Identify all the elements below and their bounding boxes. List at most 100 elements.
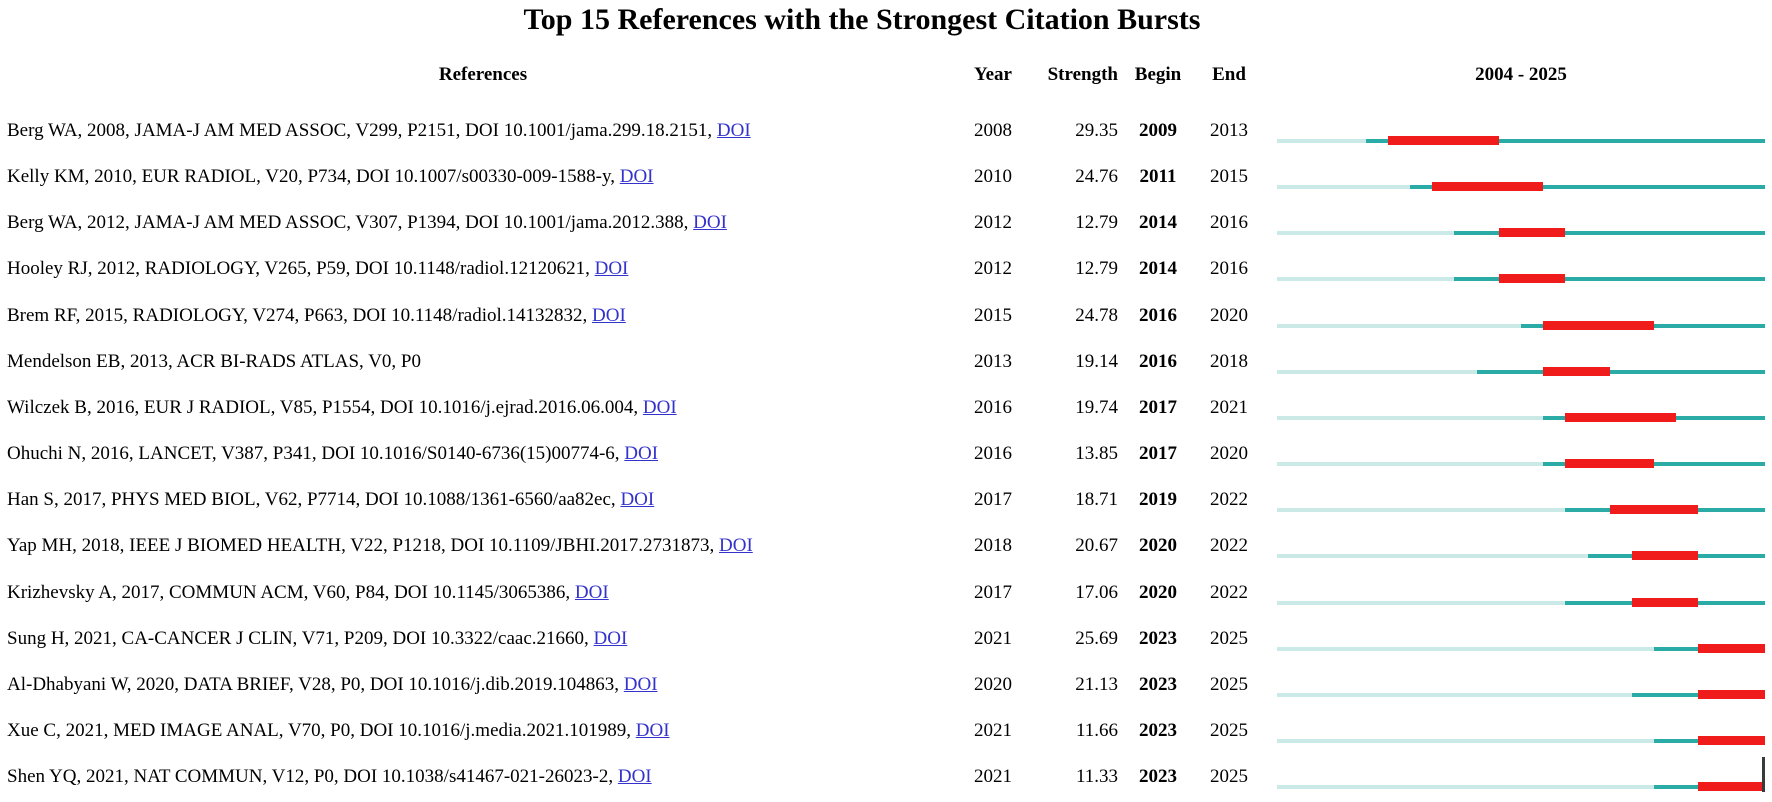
- strength-value: 25.69: [1075, 627, 1118, 649]
- begin-value: 2016: [1139, 350, 1177, 372]
- year-value: 2021: [974, 766, 1012, 788]
- burst-timeline: [1277, 756, 1765, 802]
- doi-link[interactable]: DOI: [716, 120, 751, 141]
- year-value: 2021: [974, 627, 1012, 649]
- timeline-burst-segment: [1543, 320, 1655, 330]
- doi-link[interactable]: DOI: [592, 304, 626, 326]
- reference-text: Berg WA, 2008, JAMA-J AM MED ASSOC, V299…: [7, 120, 751, 141]
- begin-value: 2023: [1139, 627, 1177, 649]
- end-value: 2022: [1210, 535, 1248, 557]
- strength-value: 19.14: [1075, 350, 1118, 372]
- timeline-inactive-segment: [1277, 646, 1655, 651]
- doi-link[interactable]: DOI: [623, 673, 658, 695]
- timeline-inactive-segment: [1277, 738, 1655, 743]
- doi-link[interactable]: DOI: [642, 396, 677, 418]
- year-value: 2013: [974, 350, 1012, 372]
- reference-text: Brem RF, 2015, RADIOLOGY, V274, P663, DO…: [7, 304, 626, 326]
- year-value: 2018: [974, 535, 1012, 557]
- end-value: 2025: [1210, 719, 1248, 741]
- reference-text: Sung H, 2021, CA-CANCER J CLIN, V71, P20…: [7, 627, 628, 649]
- reference-text: Han S, 2017, PHYS MED BIOL, V62, P7714, …: [7, 489, 655, 511]
- timeline-burst-segment: [1565, 459, 1655, 469]
- table-row: Han S, 2017, PHYS MED BIOL, V62, P7714, …: [0, 479, 1772, 525]
- burst-timeline: [1277, 248, 1765, 294]
- col-header-begin: Begin: [1134, 64, 1182, 85]
- col-header-strength: Strength: [1047, 64, 1118, 85]
- timeline-burst-segment: [1698, 735, 1765, 745]
- timeline-active-segment: [1454, 231, 1765, 236]
- table-row: Kelly KM, 2010, EUR RADIOL, V20, P734, D…: [0, 156, 1772, 202]
- burst-timeline: [1277, 525, 1765, 571]
- begin-value: 2014: [1139, 212, 1177, 234]
- end-value: 2016: [1210, 258, 1248, 280]
- begin-value: 2009: [1139, 120, 1177, 141]
- burst-timeline: [1277, 110, 1765, 156]
- year-value: 2016: [974, 396, 1012, 418]
- timeline-inactive-segment: [1277, 139, 1366, 143]
- table-row: Berg WA, 2012, JAMA-J AM MED ASSOC, V307…: [0, 202, 1772, 248]
- timeline-burst-segment: [1432, 182, 1544, 192]
- end-value: 2025: [1210, 673, 1248, 695]
- begin-value: 2023: [1139, 673, 1177, 695]
- begin-value: 2017: [1139, 396, 1177, 418]
- table-row: Berg WA, 2008, JAMA-J AM MED ASSOC, V299…: [0, 110, 1772, 156]
- reference-text: Kelly KM, 2010, EUR RADIOL, V20, P734, D…: [7, 166, 654, 188]
- end-value: 2022: [1210, 581, 1248, 603]
- timeline-active-segment: [1631, 692, 1765, 697]
- timeline-burst-segment: [1698, 689, 1765, 699]
- table-row: Krizhevsky A, 2017, COMMUN ACM, V60, P84…: [0, 572, 1772, 618]
- burst-timeline: [1277, 572, 1765, 618]
- timeline-active-segment: [1410, 185, 1765, 190]
- doi-link[interactable]: DOI: [635, 719, 670, 741]
- table-row: Xue C, 2021, MED IMAGE ANAL, V70, P0, DO…: [0, 710, 1772, 756]
- col-header-references: References: [438, 64, 528, 85]
- end-value: 2013: [1210, 120, 1248, 141]
- doi-link[interactable]: DOI: [619, 166, 654, 188]
- timeline-burst-segment: [1387, 136, 1499, 145]
- doi-link[interactable]: DOI: [617, 766, 652, 788]
- table-row: Sung H, 2021, CA-CANCER J CLIN, V71, P20…: [0, 618, 1772, 664]
- burst-timeline: [1277, 295, 1765, 341]
- year-value: 2021: [974, 719, 1012, 741]
- strength-value: 21.13: [1075, 673, 1118, 695]
- year-value: 2008: [974, 120, 1012, 141]
- doi-link[interactable]: DOI: [624, 443, 659, 465]
- year-value: 2015: [974, 304, 1012, 326]
- year-value: 2012: [974, 212, 1012, 234]
- col-header-end: End: [1212, 64, 1246, 85]
- table-row: Yap MH, 2018, IEEE J BIOMED HEALTH, V22,…: [0, 525, 1772, 571]
- burst-timeline: [1277, 341, 1765, 387]
- reference-text: Wilczek B, 2016, EUR J RADIOL, V85, P155…: [7, 396, 677, 418]
- timeline-inactive-segment: [1277, 231, 1455, 236]
- strength-value: 20.67: [1075, 535, 1118, 557]
- doi-link[interactable]: DOI: [593, 627, 628, 649]
- year-value: 2016: [974, 443, 1012, 465]
- end-value: 2015: [1210, 166, 1248, 188]
- reference-text: Al-Dhabyani W, 2020, DATA BRIEF, V28, P0…: [7, 673, 658, 695]
- doi-link[interactable]: DOI: [574, 581, 609, 603]
- strength-value: 17.06: [1075, 581, 1118, 603]
- doi-link[interactable]: DOI: [693, 212, 727, 234]
- page-title: Top 15 References with the Strongest Cit…: [523, 3, 1201, 36]
- timeline-inactive-segment: [1277, 462, 1544, 467]
- year-value: 2012: [974, 258, 1012, 280]
- timeline-burst-segment: [1698, 643, 1765, 653]
- strength-value: 11.33: [1075, 766, 1118, 788]
- burst-timeline: [1277, 618, 1765, 664]
- begin-value: 2017: [1139, 443, 1177, 465]
- begin-value: 2014: [1139, 258, 1177, 280]
- doi-link[interactable]: DOI: [719, 535, 753, 557]
- strength-value: 24.76: [1075, 166, 1118, 188]
- doi-link[interactable]: DOI: [620, 489, 655, 511]
- col-header-year: Year: [974, 64, 1012, 85]
- reference-text: Berg WA, 2012, JAMA-J AM MED ASSOC, V307…: [7, 212, 727, 234]
- timeline-active-segment: [1365, 139, 1765, 143]
- strength-value: 13.85: [1075, 443, 1118, 465]
- timeline-inactive-segment: [1277, 554, 1588, 559]
- timeline-burst-segment: [1609, 505, 1699, 515]
- strength-value: 18.71: [1075, 489, 1118, 511]
- doi-link[interactable]: DOI: [594, 258, 629, 280]
- timeline-burst-segment: [1543, 366, 1610, 376]
- timeline-burst-segment: [1698, 782, 1765, 792]
